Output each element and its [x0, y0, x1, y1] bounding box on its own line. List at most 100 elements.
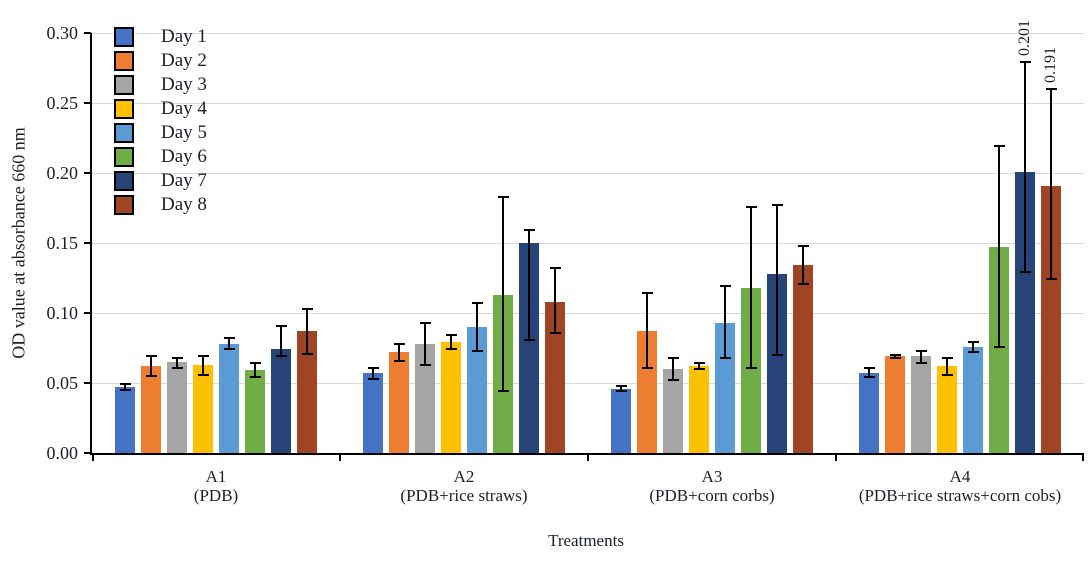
x-axis-tick	[92, 453, 94, 461]
error-bar	[398, 343, 400, 361]
error-bar-cap	[615, 384, 627, 387]
error-bar-cap	[523, 338, 535, 341]
legend-label: Day 5	[161, 122, 207, 143]
legend: Day 1 Day 2 Day 3 Day 4 Day 5 Day 6 Day 7 Day 8	[114, 26, 207, 220]
gridline	[92, 173, 1084, 174]
error-bar-cap	[993, 345, 1005, 348]
error-bar	[476, 303, 478, 351]
legend-item: Day 5	[114, 122, 207, 143]
error-bar-cap	[445, 334, 457, 337]
y-axis-tick	[84, 452, 91, 454]
error-bar	[306, 308, 308, 354]
bar-day7-a3	[767, 273, 787, 453]
x-category-label: A4 (PDB+rice straws+corn cobs)	[836, 467, 1084, 505]
bar-day2-a2	[389, 352, 409, 453]
error-bar-cap	[797, 282, 809, 285]
error-bar	[1050, 89, 1052, 280]
error-bar-cap	[667, 379, 679, 382]
error-bar-cap	[301, 307, 313, 310]
error-bar-cap	[497, 195, 509, 198]
gridline	[92, 313, 1084, 314]
bar-value-label: 0.201	[1016, 20, 1033, 57]
error-bar-cap	[419, 363, 431, 366]
error-bar-cap	[119, 383, 131, 386]
bar-day7-a1	[271, 349, 291, 453]
bar-day6-a1	[245, 370, 265, 453]
error-bar-cap	[393, 359, 405, 362]
error-bar-cap	[993, 145, 1005, 148]
group-name: A1	[205, 467, 227, 486]
x-category-label: A1 (PDB)	[92, 467, 340, 505]
error-bar	[528, 230, 530, 340]
error-bar	[176, 357, 178, 368]
error-bar	[280, 325, 282, 357]
bar-day2-a3	[637, 331, 657, 453]
legend-label: Day 2	[161, 50, 207, 71]
legend-label: Day 1	[161, 26, 207, 47]
error-bar-cap	[967, 341, 979, 344]
y-axis-tick	[84, 382, 91, 384]
error-bar-cap	[615, 390, 627, 393]
group-description: (PDB+rice straws+corn cobs)	[858, 486, 1062, 505]
error-bar	[998, 146, 1000, 347]
legend-swatch	[114, 27, 134, 47]
x-axis-tick	[1082, 453, 1084, 461]
y-tick-label: 0.25	[46, 93, 79, 113]
error-bar-cap	[471, 349, 483, 352]
error-bar	[776, 205, 778, 355]
y-tick-label: 0.05	[46, 373, 79, 393]
x-category-label: A2 (PDB+rice straws)	[340, 467, 588, 505]
bar-day5-a1	[219, 343, 239, 453]
legend-item: Day 4	[114, 99, 207, 119]
legend-item: Day 7	[114, 170, 207, 191]
error-bar-cap	[889, 354, 901, 356]
error-bar-cap	[1045, 278, 1057, 281]
error-bar	[228, 338, 230, 350]
group-description: (PDB+corn corbs)	[649, 486, 775, 505]
error-bar-cap	[941, 373, 953, 376]
error-bar-cap	[967, 351, 979, 354]
legend-label: Day 7	[161, 170, 207, 191]
bar-day8-a3	[793, 265, 813, 453]
legend-item: Day 8	[114, 195, 207, 215]
bar-day6-a3	[741, 287, 761, 453]
error-bar	[972, 342, 974, 353]
error-bar-cap	[171, 356, 183, 359]
error-bar-cap	[119, 389, 131, 391]
x-axis-tick	[339, 453, 341, 461]
gridline	[92, 103, 1084, 104]
error-bar-cap	[719, 356, 731, 359]
error-bar	[724, 286, 726, 358]
error-bar	[620, 385, 622, 392]
bar-day1-a4	[859, 373, 879, 453]
error-bar-cap	[941, 356, 953, 359]
error-bar	[254, 363, 256, 378]
bar-day5-a4	[963, 346, 983, 453]
error-bar-cap	[223, 348, 235, 351]
bar-day8-a2	[545, 301, 565, 453]
error-bar-cap	[367, 377, 379, 380]
group-name: A4	[949, 467, 971, 486]
bar-day1-a3	[611, 388, 631, 453]
bar-value-label: 0.191	[1042, 47, 1059, 83]
legend-item: Day 6	[114, 147, 207, 167]
gridline	[92, 383, 1084, 384]
error-bar	[750, 206, 752, 368]
group-name: A2	[453, 467, 475, 486]
error-bar-cap	[889, 356, 901, 359]
bar-day4-a1	[193, 364, 213, 453]
error-bar-cap	[249, 376, 261, 379]
y-axis-tick	[84, 172, 91, 174]
bar-day1-a2	[363, 373, 383, 453]
error-bar-cap	[797, 244, 809, 247]
x-axis-title: Treatments	[548, 531, 624, 550]
bar-day7-a4	[1015, 171, 1035, 453]
y-axis-title: OD value at absorbance 660 nm	[8, 127, 29, 359]
error-bar-cap	[771, 354, 783, 356]
legend-swatch	[114, 195, 134, 215]
error-bar	[202, 356, 204, 375]
error-bar-cap	[745, 205, 757, 208]
x-axis-tick	[835, 453, 837, 461]
error-bar-cap	[275, 324, 287, 327]
